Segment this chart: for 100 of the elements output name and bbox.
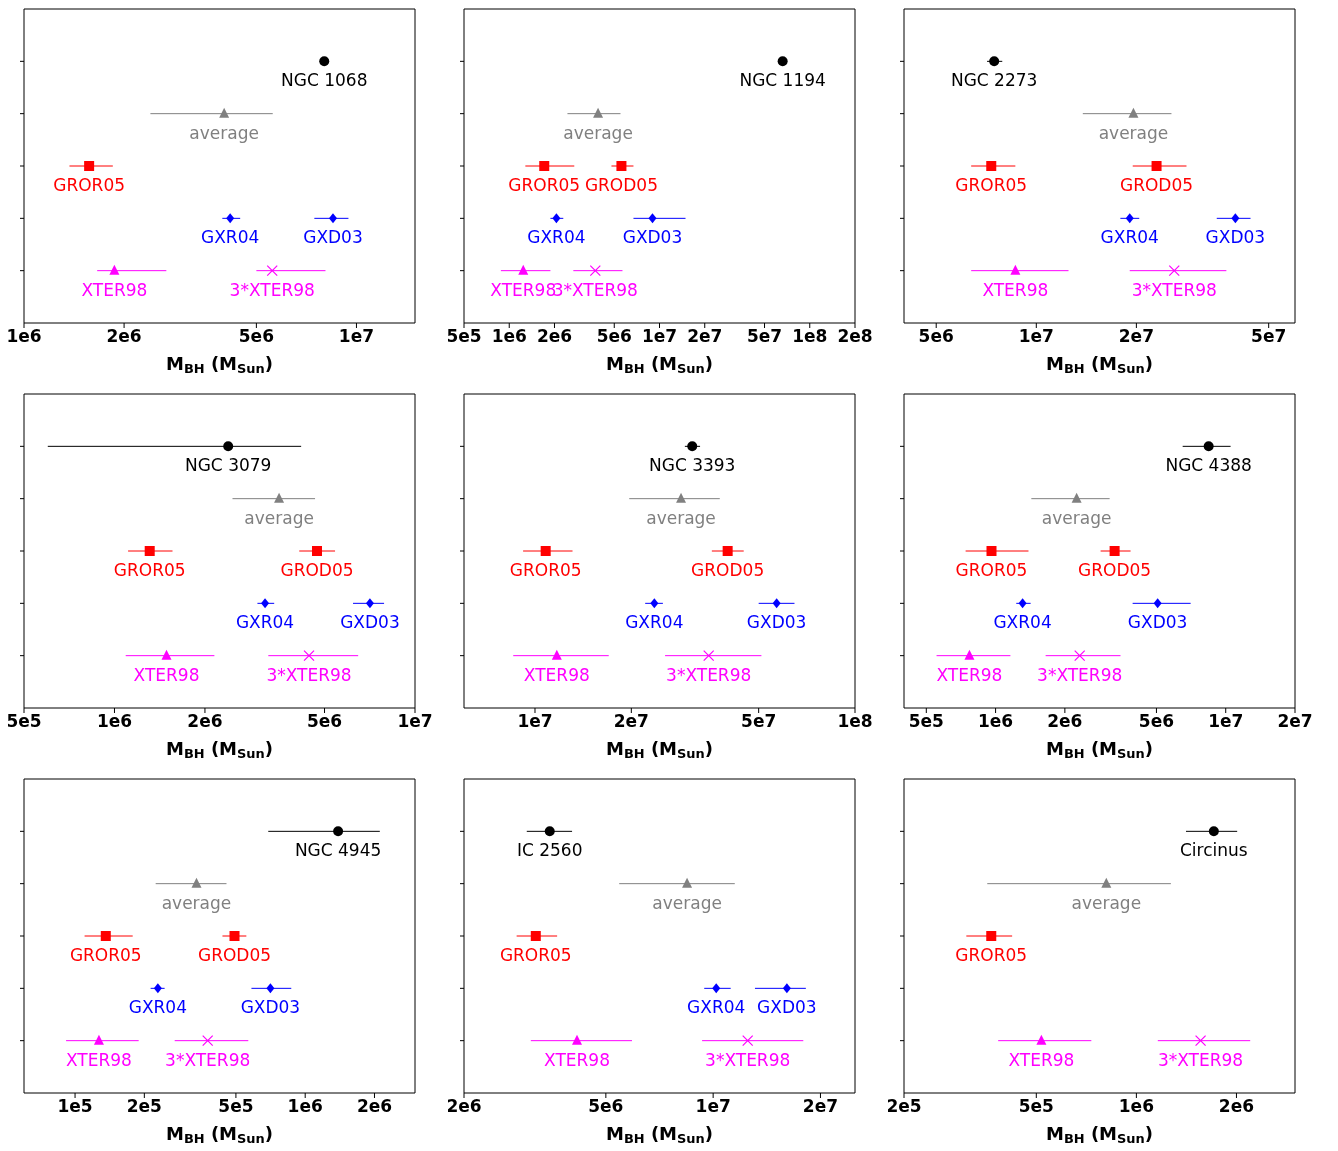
x-tick-label: 2e7 xyxy=(1118,326,1154,347)
series-label: XTER98 xyxy=(523,664,590,685)
series-label: 3*XTER98 xyxy=(705,1049,791,1070)
series-label: GXR04 xyxy=(687,997,746,1018)
series-label: XTER98 xyxy=(133,664,200,685)
series-label: 3*XTER98 xyxy=(1131,279,1217,300)
series-label: average xyxy=(1071,892,1142,913)
series-label: GROR05 xyxy=(508,175,581,195)
series-label: GROR05 xyxy=(499,945,572,965)
x-tick-label: 5e6 xyxy=(588,1096,624,1117)
series-label: 3*XTER98 xyxy=(165,1049,251,1070)
series-label: GXR04 xyxy=(128,997,187,1018)
series-label: NGC 3079 xyxy=(184,455,272,476)
x-tick-label: 1e7 xyxy=(1208,711,1244,732)
x-axis-title: M$_{BH}$ (M$_{Sun}$) xyxy=(605,1123,714,1146)
series-label: 3*XTER98 xyxy=(266,664,352,685)
x-tick-label: 5e7 xyxy=(746,326,783,347)
x-axis-title: M$_{BH}$ (M$_{Sun}$) xyxy=(165,353,274,376)
series-label: NGC 4945 xyxy=(294,840,382,861)
series-label: GXD03 xyxy=(1127,612,1188,633)
series-label: average xyxy=(652,892,722,913)
series-label: NGC 2273 xyxy=(950,70,1038,91)
series-label: XTER98 xyxy=(936,664,1003,685)
series-label: average xyxy=(1041,507,1112,528)
x-tick-label: 2e5 xyxy=(886,1096,922,1117)
x-tick-label: 1e6 xyxy=(96,711,133,732)
series-label: XTER98 xyxy=(81,279,148,300)
series-label: XTER98 xyxy=(544,1049,610,1070)
series-label: GXR04 xyxy=(625,612,684,633)
x-tick-label: 2e6 xyxy=(1047,711,1083,732)
series-label: 3*XTER98 xyxy=(229,279,315,300)
series-label: GXD03 xyxy=(757,997,817,1018)
x-tick-label: 1e7 xyxy=(1018,326,1054,347)
series-label: GXR04 xyxy=(201,227,260,248)
x-tick-label: 5e7 xyxy=(741,711,777,732)
series-label: GXR04 xyxy=(527,227,586,248)
x-tick-label: 2e7 xyxy=(613,711,649,732)
x-tick-label: 1e7 xyxy=(695,1096,731,1117)
series-label: GROR05 xyxy=(69,945,142,965)
series-label: NGC 4388 xyxy=(1165,455,1252,476)
x-axis-title: M$_{BH}$ (M$_{Sun}$) xyxy=(165,1123,274,1146)
series-label: GXD03 xyxy=(303,227,363,248)
series-label: GXD03 xyxy=(746,612,807,633)
series-label: GXR04 xyxy=(1100,227,1159,248)
x-tick-label: 5e6 xyxy=(596,326,632,347)
series-label: Circinus xyxy=(1180,840,1248,861)
x-tick-label: 1e6 xyxy=(491,326,527,347)
series-label: average xyxy=(244,507,314,528)
x-axis-title: M$_{BH}$ (M$_{Sun}$) xyxy=(165,738,274,761)
series-label: GROR05 xyxy=(53,175,126,195)
x-tick-label: 2e8 xyxy=(837,326,873,347)
x-tick-label: 1e7 xyxy=(641,326,678,347)
x-axis-title: M$_{BH}$ (M$_{Sun}$) xyxy=(1045,738,1154,761)
series-label: GROR05 xyxy=(955,945,1028,965)
x-tick-label: 5e7 xyxy=(1251,326,1287,347)
x-tick-label: 1e7 xyxy=(517,711,553,732)
series-label: GROD05 xyxy=(280,560,354,580)
series-label: GROD05 xyxy=(1120,175,1194,195)
x-tick-label: 1e5 xyxy=(57,1096,93,1117)
x-tick-label: 1e7 xyxy=(338,326,375,347)
x-tick-label: 5e6 xyxy=(1138,711,1175,732)
x-tick-label: 2e7 xyxy=(1277,711,1313,732)
x-tick-label: 1e8 xyxy=(837,711,873,732)
x-tick-label: 2e7 xyxy=(687,326,723,347)
series-label: NGC 3393 xyxy=(649,455,736,476)
series-label: GROD05 xyxy=(1078,560,1152,580)
x-tick-label: 2e6 xyxy=(536,326,573,347)
series-label: GXR04 xyxy=(993,612,1052,633)
x-tick-label: 5e6 xyxy=(238,326,274,347)
x-tick-label: 1e8 xyxy=(792,326,828,347)
x-tick-label: 2e6 xyxy=(446,1096,482,1117)
series-label: IC 2560 xyxy=(516,840,583,861)
x-tick-label: 2e6 xyxy=(1218,1096,1255,1117)
x-axis-title: M$_{BH}$ (M$_{Sun}$) xyxy=(1045,1123,1154,1146)
x-tick-label: 1e6 xyxy=(6,326,42,347)
x-tick-label: 2e6 xyxy=(356,1096,393,1117)
series-label: average xyxy=(1098,122,1169,143)
series-label: GXD03 xyxy=(340,612,400,633)
x-tick-label: 5e5 xyxy=(446,326,482,347)
series-label: XTER98 xyxy=(1008,1049,1075,1070)
x-tick-label: 5e5 xyxy=(1018,1096,1054,1117)
series-label: NGC 1194 xyxy=(739,70,826,91)
series-label: GROR05 xyxy=(509,560,582,580)
x-tick-label: 1e6 xyxy=(1118,1096,1154,1117)
x-tick-label: 2e7 xyxy=(802,1096,839,1117)
x-tick-label: 5e5 xyxy=(218,1096,254,1117)
x-tick-label: 5e6 xyxy=(306,711,343,732)
x-axis-title: M$_{BH}$ (M$_{Sun}$) xyxy=(605,353,714,376)
series-label: average xyxy=(646,507,716,528)
series-label: GROD05 xyxy=(197,945,272,965)
series-label: GXD03 xyxy=(1205,227,1266,248)
series-label: average xyxy=(161,892,232,913)
series-label: 3*XTER98 xyxy=(666,664,752,685)
x-tick-label: 1e7 xyxy=(397,711,433,732)
series-label: 3*XTER98 xyxy=(1157,1049,1244,1070)
x-tick-label: 2e5 xyxy=(126,1096,162,1117)
series-label: GROR05 xyxy=(955,560,1028,580)
x-axis-title: M$_{BH}$ (M$_{Sun}$) xyxy=(605,738,714,761)
x-tick-label: 1e6 xyxy=(287,1096,323,1117)
series-label: NGC 1068 xyxy=(281,70,368,91)
